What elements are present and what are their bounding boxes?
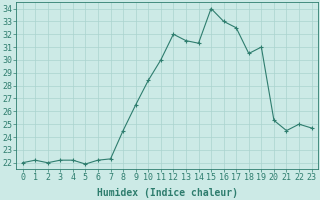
X-axis label: Humidex (Indice chaleur): Humidex (Indice chaleur) — [97, 188, 237, 198]
